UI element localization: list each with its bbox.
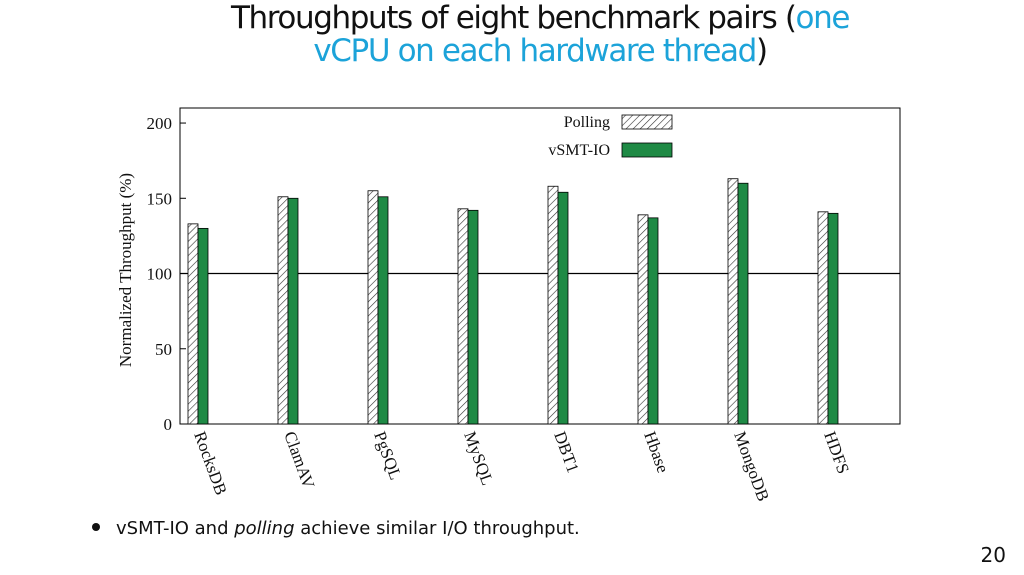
bar-polling-mysql (457, 208, 469, 425)
legend-swatch (621, 114, 673, 130)
legend-swatch (621, 142, 673, 158)
bar-vsmt-io-hdfs (827, 212, 839, 425)
title-text: Throughputs of eight benchmark pairs ( (230, 0, 797, 36)
x-tick-label: ClamAV (280, 429, 318, 492)
y-tick-label: 0 (164, 415, 173, 434)
x-tick-label: HDFS (820, 429, 853, 476)
x-tick-label: Hbase (640, 429, 672, 475)
bar-polling-hbase (637, 214, 649, 425)
bar-polling-rocksdb (187, 223, 199, 425)
bar-vsmt-io-clamav (287, 197, 299, 425)
y-tick-label: 50 (155, 340, 172, 359)
bar-polling-pgsql (367, 190, 379, 425)
legend-label: Polling (564, 114, 610, 131)
bullet-point: vSMT-IO and polling achieve similar I/O … (92, 518, 580, 539)
bullet-dot-icon (92, 523, 100, 531)
bar-vsmt-io-mongodb (737, 182, 749, 425)
bar-vsmt-io-hbase (647, 217, 659, 425)
x-tick-label: RocksDB (190, 429, 230, 498)
bar-vsmt-io-dbt1 (557, 191, 569, 425)
bullet-text-2: achieve similar I/O throughput. (294, 518, 580, 539)
title-close: ) (755, 33, 768, 69)
page-number: 20 (980, 543, 1006, 567)
plot-frame (179, 107, 901, 425)
y-tick-label: 200 (147, 114, 173, 133)
bar-polling-mongodb (727, 178, 739, 425)
bar-polling-hdfs (817, 211, 829, 425)
y-tick-label: 150 (147, 189, 173, 208)
throughput-chart: 0 50 100 150 200 RocksDB ClamAV PgSQL MySQL DBT1… (116, 107, 901, 504)
x-tick-label: PgSQL (370, 429, 405, 483)
bullet-text-polling: polling (234, 518, 295, 539)
bar-vsmt-io-pgsql (377, 196, 389, 425)
x-tick-label: MySQL (460, 429, 497, 488)
legend-label: vSMT-IO (548, 142, 610, 159)
x-tick-label: MongoDB (730, 429, 773, 504)
slide-title: Throughputs of eight benchmark pairs (on… (205, 2, 875, 68)
bar-vsmt-io-rocksdb (197, 227, 209, 425)
y-tick-label: 100 (147, 265, 173, 284)
bar-polling-dbt1 (547, 185, 559, 425)
y-axis-label: Normalized Throughput (%) (116, 173, 135, 367)
bar-vsmt-io-mysql (467, 209, 479, 425)
x-tick-label: DBT1 (550, 429, 582, 475)
bar-polling-clamav (277, 196, 289, 425)
bullet-text-1: vSMT-IO and (116, 518, 235, 539)
title-highlight: one vCPU on each hardware thread (313, 0, 850, 69)
